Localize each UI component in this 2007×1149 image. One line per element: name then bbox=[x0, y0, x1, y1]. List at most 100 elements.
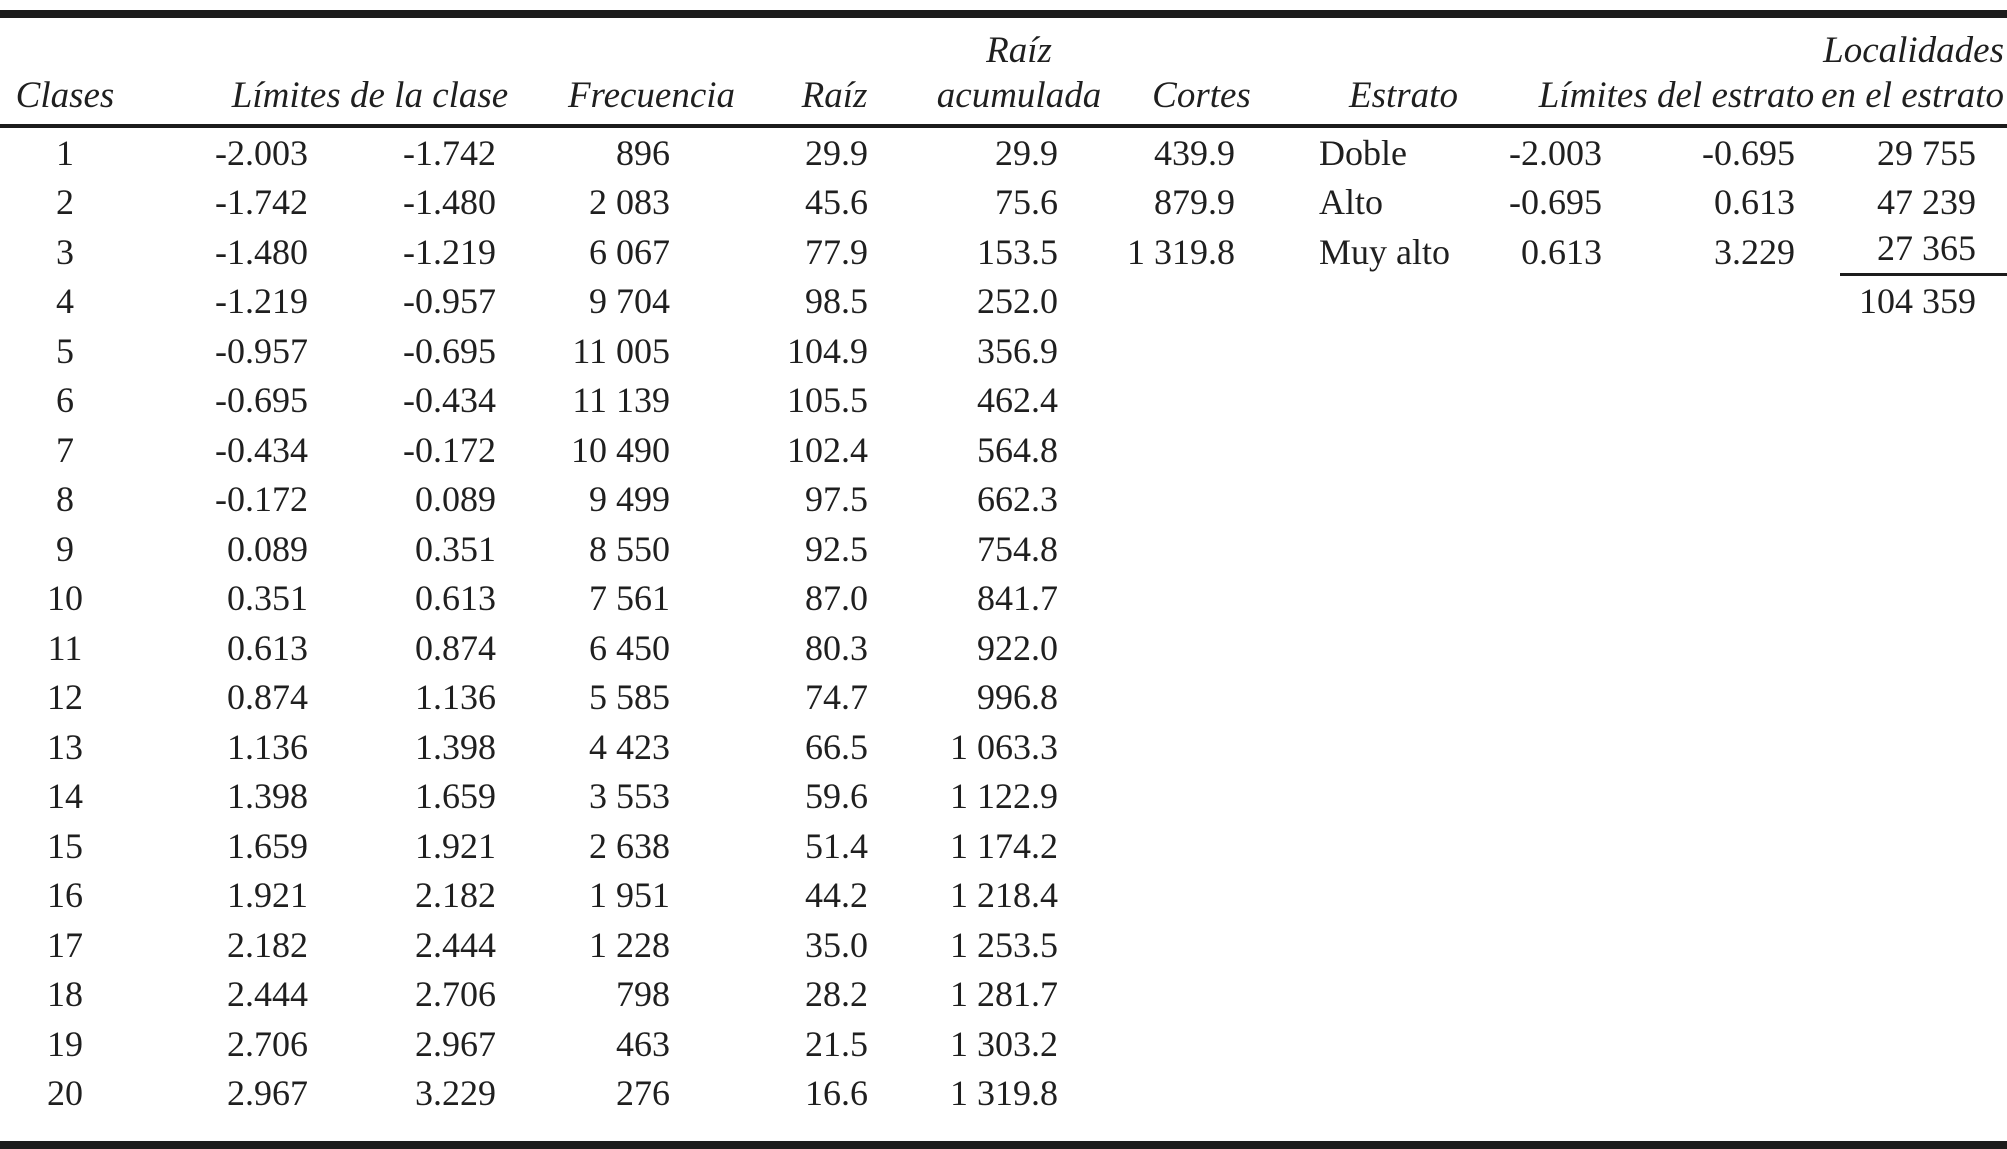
cell-estrato-limite-superior bbox=[1605, 326, 1798, 376]
cell-limite-superior: -0.434 bbox=[403, 380, 496, 421]
cell-estrato-limite-superior bbox=[1605, 277, 1798, 327]
cell-limite-superior: 1.659 bbox=[415, 776, 496, 817]
cell-localidades bbox=[1798, 1019, 2007, 1069]
header-row: Clases Límites de la clase Frecuencia Ra… bbox=[0, 18, 2007, 128]
cell-estrato bbox=[1235, 574, 1445, 624]
cell-estrato-limite-inferior bbox=[1445, 673, 1605, 723]
cell-raiz: 44.2 bbox=[805, 875, 868, 916]
cell-estrato-limite-inferior bbox=[1445, 722, 1605, 772]
cell-frecuencia: 9 499 bbox=[589, 479, 670, 520]
cell-limite-superior: 2.706 bbox=[415, 974, 496, 1015]
cell-raiz: 97.5 bbox=[805, 479, 868, 520]
cell-estrato-limite-inferior bbox=[1445, 920, 1605, 970]
header-cortes-label: Cortes bbox=[1152, 75, 1251, 116]
cell-raiz-acumulada: 75.6 bbox=[995, 182, 1058, 223]
table-body: 1 -2.003 -1.742 896 29.9 29.9 439.9 Dobl… bbox=[0, 126, 2007, 1118]
cell-estrato bbox=[1235, 673, 1445, 723]
cell-clase: 20 bbox=[47, 1073, 83, 1114]
cell-estrato-limite-superior bbox=[1605, 574, 1798, 624]
cell-clase: 9 bbox=[56, 528, 74, 569]
cell-estrato-limite-inferior bbox=[1445, 1019, 1605, 1069]
cell-clase: 18 bbox=[47, 974, 83, 1015]
cell-raiz-acumulada: 922.0 bbox=[977, 627, 1058, 668]
cell-corte bbox=[1060, 326, 1235, 376]
cell-localidades: 27 365 bbox=[1798, 227, 2007, 277]
cell-corte bbox=[1060, 970, 1235, 1020]
cell-estrato-limite-superior: 3.229 bbox=[1714, 231, 1796, 272]
cell-frecuencia: 9 704 bbox=[589, 281, 670, 322]
header-localidades: Localidades en el estrato bbox=[1798, 18, 2007, 128]
cell-frecuencia: 2 083 bbox=[589, 182, 670, 223]
cell-estrato-limite-superior bbox=[1605, 722, 1798, 772]
cell-clase: 15 bbox=[47, 825, 83, 866]
cell-limite-inferior: -0.957 bbox=[215, 330, 308, 371]
cell-corte bbox=[1060, 772, 1235, 822]
table-header: Clases Límites de la clase Frecuencia Ra… bbox=[0, 18, 2007, 128]
cell-limite-superior: 0.351 bbox=[415, 528, 496, 569]
cell-limite-inferior: 0.089 bbox=[227, 528, 308, 569]
cell-raiz-acumulada: 754.8 bbox=[977, 528, 1058, 569]
cell-corte bbox=[1060, 475, 1235, 525]
cell-frecuencia: 1 228 bbox=[589, 924, 670, 965]
cell-clase: 10 bbox=[47, 578, 83, 619]
cell-limite-inferior: 1.136 bbox=[227, 726, 308, 767]
cell-estrato bbox=[1235, 1069, 1445, 1119]
cell-estrato bbox=[1235, 326, 1445, 376]
cell-estrato-limite-superior bbox=[1605, 475, 1798, 525]
header-limites-estrato-label: Límites del estrato bbox=[1538, 75, 1815, 116]
cell-limite-superior: 2.967 bbox=[415, 1023, 496, 1064]
cell-estrato-limite-superior bbox=[1605, 376, 1798, 426]
cell-estrato-limite-inferior bbox=[1445, 1069, 1605, 1119]
header-limites-estrato: Límites del estrato bbox=[1445, 18, 1814, 128]
cell-limite-superior: -0.172 bbox=[403, 429, 496, 470]
cell-estrato bbox=[1235, 821, 1445, 871]
cell-clase: 7 bbox=[56, 429, 74, 470]
cell-localidades bbox=[1798, 574, 2007, 624]
table-row: 1 -2.003 -1.742 896 29.9 29.9 439.9 Dobl… bbox=[0, 126, 2007, 178]
cell-limite-inferior: -2.003 bbox=[215, 132, 308, 173]
cell-limite-inferior: 1.921 bbox=[227, 875, 308, 916]
header-raiz: Raíz bbox=[675, 18, 870, 128]
cell-estrato bbox=[1235, 623, 1445, 673]
header-localidades-line2: en el estrato bbox=[1821, 75, 2005, 116]
cell-limite-inferior: -1.742 bbox=[215, 182, 308, 223]
cell-raiz: 77.9 bbox=[805, 231, 868, 272]
header-frecuencia: Frecuencia bbox=[500, 18, 735, 128]
cell-corte bbox=[1060, 821, 1235, 871]
cell-raiz: 104.9 bbox=[787, 330, 868, 371]
cell-limite-superior: 3.229 bbox=[415, 1073, 496, 1114]
cell-limite-superior: -0.695 bbox=[403, 330, 496, 371]
cell-frecuencia: 276 bbox=[616, 1073, 670, 1114]
cell-estrato-limite-inferior bbox=[1445, 871, 1605, 921]
cell-raiz: 98.5 bbox=[805, 281, 868, 322]
cell-corte bbox=[1060, 574, 1235, 624]
cell-limite-inferior: 0.874 bbox=[227, 677, 308, 718]
cell-raiz: 66.5 bbox=[805, 726, 868, 767]
cell-frecuencia: 7 561 bbox=[589, 578, 670, 619]
table-row: 10 0.351 0.613 7 561 87.0 841.7 bbox=[0, 574, 2007, 624]
cell-clase: 8 bbox=[56, 479, 74, 520]
cell-estrato-limite-superior bbox=[1605, 623, 1798, 673]
cell-limite-superior: 2.182 bbox=[415, 875, 496, 916]
cell-estrato-limite-inferior bbox=[1445, 425, 1605, 475]
cell-clase: 6 bbox=[56, 380, 74, 421]
cell-frecuencia: 3 553 bbox=[589, 776, 670, 817]
cell-frecuencia: 11 139 bbox=[572, 380, 670, 421]
header-limites-clase-label: Límites de la clase bbox=[231, 75, 509, 116]
table-row: 20 2.967 3.229 276 16.6 1 319.8 bbox=[0, 1069, 2007, 1119]
cell-raiz: 92.5 bbox=[805, 528, 868, 569]
cell-frecuencia: 463 bbox=[616, 1023, 670, 1064]
cell-limite-superior: 1.136 bbox=[415, 677, 496, 718]
cell-estrato bbox=[1235, 1019, 1445, 1069]
cell-raiz: 28.2 bbox=[805, 974, 868, 1015]
header-raiz-acumulada-line1: Raíz bbox=[986, 30, 1052, 71]
cell-corte bbox=[1060, 1069, 1235, 1119]
cell-estrato-limite-inferior bbox=[1445, 326, 1605, 376]
cell-localidades bbox=[1798, 475, 2007, 525]
cell-raiz: 21.5 bbox=[805, 1023, 868, 1064]
cell-localidades bbox=[1798, 376, 2007, 426]
cell-raiz: 35.0 bbox=[805, 924, 868, 965]
cell-raiz-acumulada: 1 218.4 bbox=[950, 875, 1058, 916]
cell-estrato-limite-inferior: 0.613 bbox=[1521, 231, 1602, 272]
cell-raiz: 102.4 bbox=[787, 429, 868, 470]
